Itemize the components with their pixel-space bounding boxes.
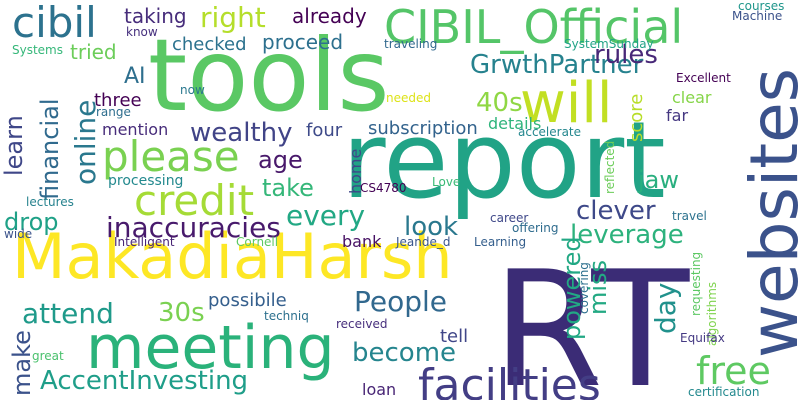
cloud-word: courses [738, 0, 785, 13]
cloud-word: lectures [26, 195, 74, 209]
cloud-word: score [626, 93, 647, 142]
cloud-word: four [306, 120, 343, 141]
cloud-word: CIBIL_Official [384, 0, 684, 54]
cloud-word: subscription [368, 118, 478, 139]
cloud-word: loan [362, 380, 397, 399]
cloud-word: take [262, 174, 314, 202]
cloud-word: tools [148, 17, 390, 134]
cloud-word: travel [672, 209, 707, 223]
cloud-word: Intelligent [114, 235, 175, 249]
cloud-word: traveling [384, 37, 438, 51]
cloud-word: clear [672, 88, 712, 107]
cloud-word: right [200, 1, 266, 34]
cloud-word: Equifax [680, 331, 725, 345]
cloud-word: Machine [732, 9, 783, 23]
cloud-word: career [490, 211, 529, 225]
cloud-word: 30s [158, 298, 205, 328]
cloud-word: covering [577, 262, 591, 314]
cloud-word: financial [36, 98, 64, 200]
cloud-word: clever [576, 196, 656, 226]
cloud-word: People [354, 285, 448, 318]
cloud-word: three [94, 90, 142, 111]
cloud-word: cibil [12, 0, 97, 47]
cloud-word: free [696, 349, 771, 393]
cloud-word: report [342, 99, 666, 222]
cloud-word: accelerate [518, 125, 582, 139]
cloud-word: details [488, 114, 542, 133]
cloud-word: age [258, 146, 303, 174]
cloud-word: make [8, 330, 36, 396]
cloud-word: please [102, 132, 240, 181]
cloud-word: learn [0, 115, 28, 176]
cloud-word: Systems [12, 43, 63, 57]
cloud-word: leverage [570, 220, 684, 250]
cloud-word: offering [512, 221, 559, 235]
cloud-word: look [404, 212, 459, 242]
cloud-word: Jeande_d [396, 235, 451, 249]
cloud-word: already [292, 4, 367, 28]
cloud-word: wide [4, 227, 33, 241]
cloud-word: will [520, 71, 613, 136]
cloud-word: wealthy [190, 118, 293, 148]
cloud-word: attend [22, 297, 114, 330]
cloud-word: reflected [603, 140, 617, 194]
cloud-word: CS4780 [360, 181, 407, 195]
cloud-word: proceed [262, 30, 344, 54]
cloud-word: Love [432, 175, 461, 189]
cloud-word: 40s [476, 88, 523, 118]
cloud-word: Excellent [676, 71, 731, 85]
cloud-word: Cornell [236, 235, 279, 249]
cloud-word: rules [594, 40, 658, 70]
cloud-word: techniq [264, 309, 309, 323]
cloud-word: received [336, 317, 388, 331]
cloud-word: MakadiaHarsh [12, 220, 453, 293]
cloud-word: RT [492, 236, 690, 400]
cloud-word: checked [172, 34, 247, 55]
cloud-word: now [180, 83, 205, 97]
cloud-word: requesting [689, 251, 703, 316]
cloud-word: inaccuracies [106, 211, 281, 244]
cloud-word: become [352, 338, 457, 368]
cloud-word: tried [70, 40, 117, 64]
cloud-word: GrwthPartner [470, 50, 644, 80]
cloud-word: websites [736, 67, 800, 358]
cloud-word: jaw [638, 166, 680, 194]
cloud-word: drop [4, 208, 59, 236]
cloud-word: SystemSunday [564, 37, 654, 51]
cloud-word: every [286, 199, 366, 232]
cloud-word: far [666, 106, 689, 125]
cloud-word: great [32, 349, 64, 363]
cloud-word: needed [386, 91, 431, 105]
cloud-word: range [96, 105, 131, 119]
cloud-word: processing [108, 173, 184, 189]
cloud-word: day [649, 282, 682, 334]
cloud-word: tell [440, 326, 469, 347]
cloud-word: AccentInvesting [40, 366, 249, 396]
cloud-word: facilities [418, 360, 601, 400]
cloud-word: know [126, 25, 158, 39]
cloud-word: meeting [86, 313, 335, 383]
cloud-word: taking [124, 4, 187, 28]
cloud-word: bank [342, 232, 382, 251]
cloud-word: Learning [474, 235, 527, 249]
cloud-word: AI [124, 64, 146, 89]
cloud-word: mention [102, 120, 169, 139]
cloud-word: certification [688, 385, 760, 399]
cloud-word: possibile [208, 290, 287, 311]
cloud-word: credit [134, 176, 255, 225]
